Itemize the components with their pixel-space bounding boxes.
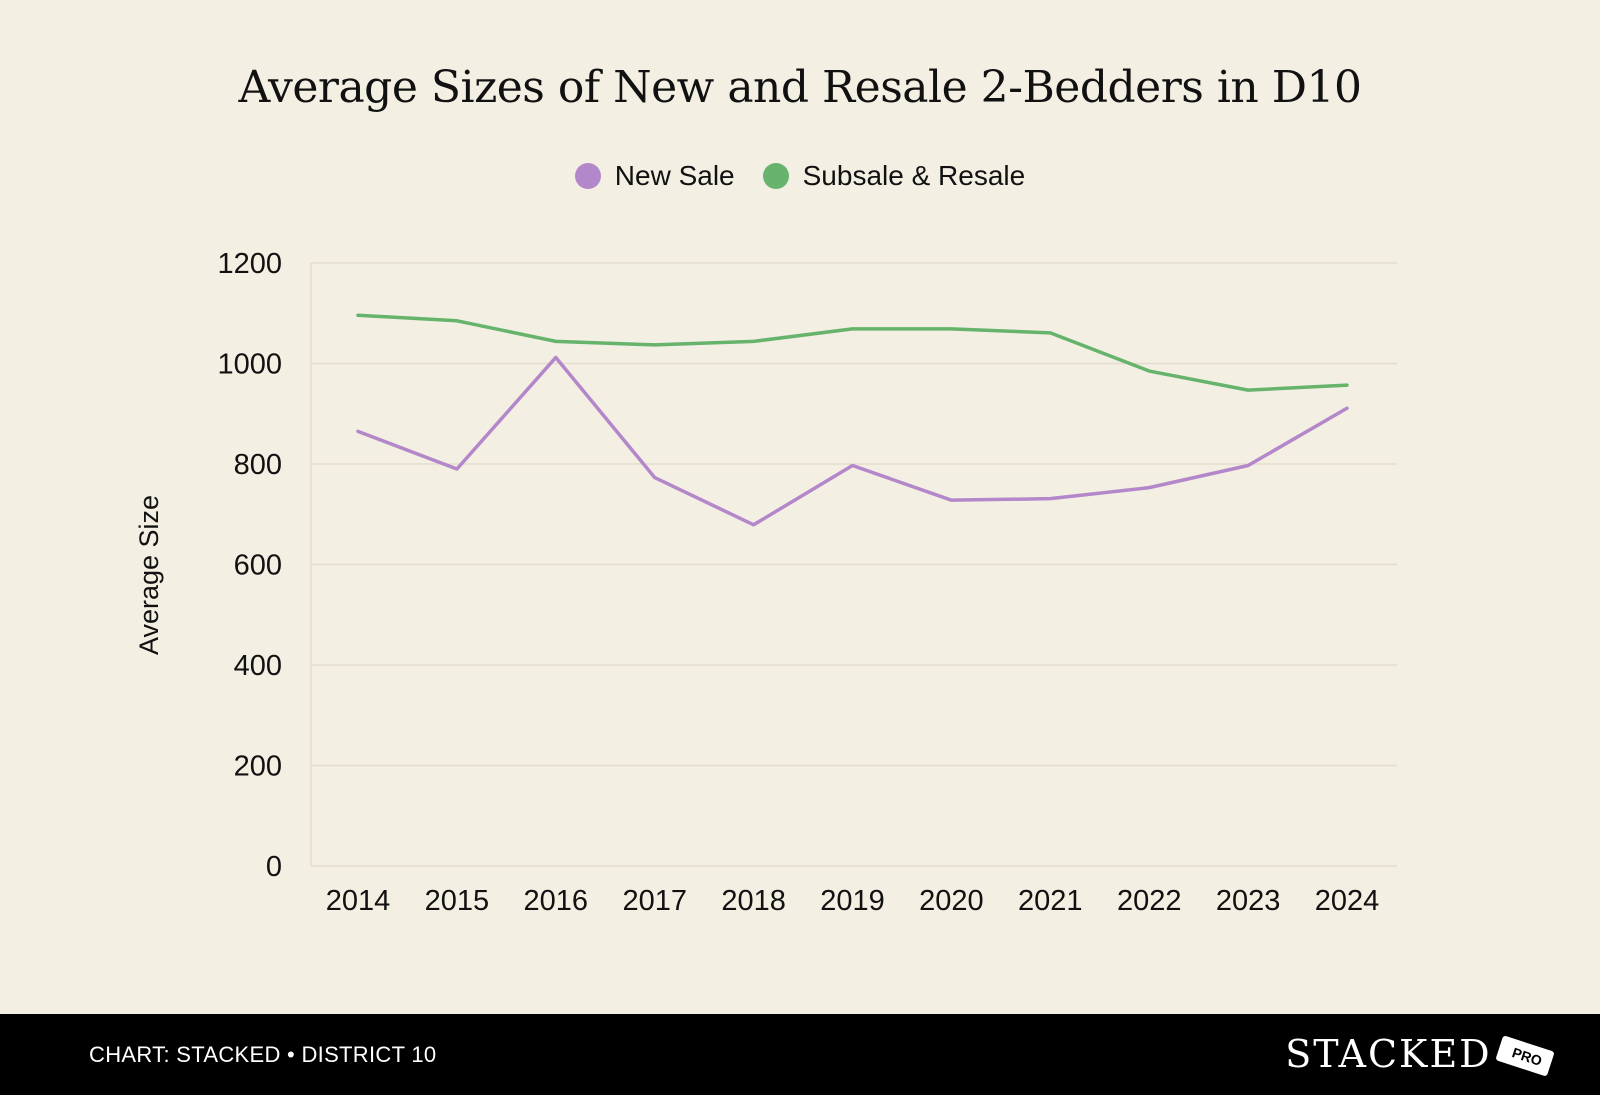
legend-marker-subsale-resale	[762, 163, 789, 189]
x-tick-label-2023: 2023	[1216, 885, 1281, 917]
y-tick-label-200: 200	[234, 751, 282, 783]
x-tick-label-2015: 2015	[425, 885, 490, 917]
legend-marker-new-sale	[574, 163, 601, 189]
line-chart: 0 200 400 600 800 1000 1200 2014 2015 2016 2017 201…	[134, 248, 1397, 917]
legend-item-new-sale[interactable]: New Sale	[574, 160, 735, 192]
pro-badge: PRO	[1494, 1035, 1555, 1077]
x-tick-label-2021: 2021	[1018, 885, 1083, 917]
y-tick-label-1200: 1200	[217, 248, 282, 280]
footer-bar: CHART: STACKED • DISTRICT 10 STACKED PRO	[0, 1014, 1600, 1095]
y-tick-label-0: 0	[266, 851, 282, 883]
x-tick-label-2020: 2020	[919, 885, 984, 917]
x-tick-label-2019: 2019	[820, 885, 885, 917]
footer-source: CHART: STACKED • DISTRICT 10	[89, 1042, 437, 1067]
y-tick-label-800: 800	[234, 449, 282, 481]
x-tick-label-2022: 2022	[1117, 885, 1182, 917]
chart-title: Average Sizes of New and Resale 2-Bedder…	[238, 62, 1362, 113]
logo-wordmark: STACKED	[1285, 1032, 1492, 1076]
y-axis-title: Average Size	[134, 495, 164, 655]
series-line-new-sale	[356, 355, 1349, 527]
x-tick-label-2014: 2014	[326, 885, 391, 917]
x-tick-label-2024: 2024	[1315, 885, 1380, 917]
legend-label-subsale-resale: Subsale & Resale	[802, 160, 1026, 191]
series-line-subsale-resale	[356, 313, 1349, 392]
legend-item-subsale-resale[interactable]: Subsale & Resale	[762, 160, 1026, 192]
y-tick-label-400: 400	[234, 650, 282, 682]
y-tick-label-600: 600	[234, 550, 282, 582]
legend-label-new-sale: New Sale	[614, 160, 735, 191]
legend: New Sale Subsale & Resale	[0, 160, 1600, 192]
x-tick-label-2016: 2016	[524, 885, 589, 917]
x-tick-label-2017: 2017	[622, 885, 687, 917]
stacked-logo[interactable]: STACKED PRO	[1285, 1028, 1555, 1080]
y-tick-label-1000: 1000	[217, 349, 282, 381]
x-tick-label-2018: 2018	[721, 885, 786, 917]
